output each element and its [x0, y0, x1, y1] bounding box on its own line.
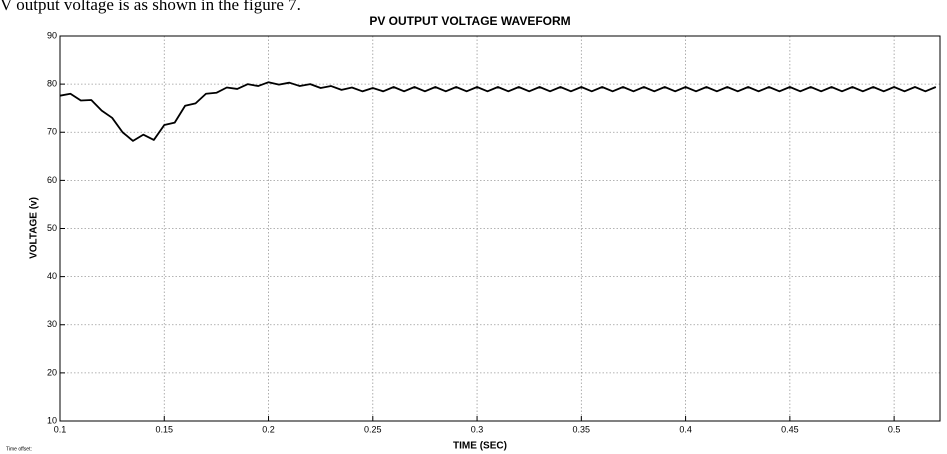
caption: V output voltage is as shown in the figu…: [0, 0, 301, 14]
x-axis-label: TIME (SEC): [453, 441, 507, 452]
data-line: [59, 81, 937, 142]
y-tick-label: 50: [47, 223, 57, 233]
y-tick-label: 60: [47, 175, 57, 185]
x-tick-label: 0.2: [262, 424, 275, 434]
y-tick-label: 30: [47, 319, 57, 329]
y-tick-label: 90: [47, 30, 57, 40]
x-tick-label: 0.3: [471, 424, 484, 434]
plot-frame: [59, 35, 941, 422]
y-tick-label: 70: [47, 127, 57, 137]
x-tick-label: 0.5: [888, 424, 901, 434]
y-tick-label: 20: [47, 367, 57, 377]
y-tick-label: 80: [47, 79, 57, 89]
y-axis-label: VOLTAGE (v): [29, 197, 40, 259]
x-tick-label: 0.25: [364, 424, 382, 434]
x-tick-label: 0.4: [679, 424, 692, 434]
chart-title: PV OUTPUT VOLTAGE WAVEFORM: [369, 14, 570, 28]
x-tick-label: 0.1: [54, 424, 67, 434]
y-tick-label: 10: [47, 415, 57, 425]
x-tick-label: 0.45: [781, 424, 799, 434]
x-tick-label: 0.15: [155, 424, 173, 434]
x-tick-label: 0.35: [573, 424, 591, 434]
annotation: Time offset:: [6, 446, 32, 452]
y-tick-label: 40: [47, 271, 57, 281]
